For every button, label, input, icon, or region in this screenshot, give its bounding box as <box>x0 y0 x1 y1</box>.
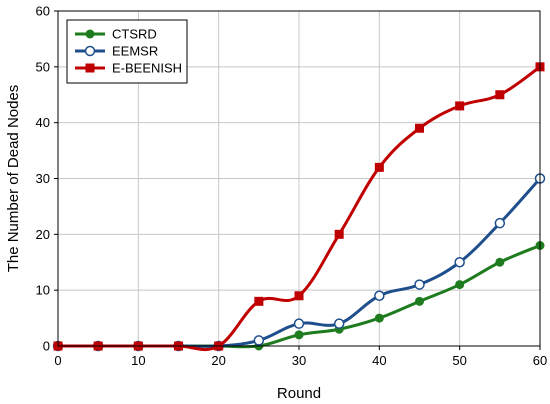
data-point-e-beenish <box>294 291 304 301</box>
y-tick-label: 40 <box>36 115 50 130</box>
data-point-ctsrd <box>294 330 304 340</box>
y-tick-label: 30 <box>36 171 50 186</box>
data-point-e-beenish <box>334 229 344 239</box>
data-point-e-beenish <box>495 90 505 100</box>
data-point-eemsr <box>333 318 345 329</box>
y-tick-label: 60 <box>36 4 50 19</box>
x-axis-title: Round <box>277 385 321 402</box>
legend-label: E-BEENISH <box>112 61 182 76</box>
y-axis-title: The Number of Dead Nodes <box>5 85 22 273</box>
data-point-ctsrd <box>374 313 384 323</box>
data-point-e-beenish <box>455 101 465 111</box>
legend-label: CTSRD <box>112 27 157 42</box>
y-axis-ticks: 0 10 20 30 40 50 60 <box>36 4 58 354</box>
x-tick-label: 0 <box>54 353 61 368</box>
data-point-eemsr <box>494 217 506 229</box>
y-tick-label: 0 <box>43 339 50 354</box>
x-tick-label: 60 <box>533 353 547 368</box>
data-point-eemsr <box>414 279 425 290</box>
data-point-eemsr <box>374 290 385 301</box>
data-point-e-beenish <box>254 296 264 306</box>
x-tick-label: 40 <box>372 353 386 368</box>
data-point-ctsrd <box>495 257 505 267</box>
x-tick-label: 50 <box>452 353 466 368</box>
x-tick-label: 10 <box>131 353 145 368</box>
data-point-eemsr <box>253 335 265 346</box>
x-axis-ticks: 0 10 20 30 40 50 60 <box>54 346 547 368</box>
data-point-eemsr <box>293 318 305 329</box>
legend-label: EEMSR <box>112 44 158 59</box>
data-point-e-beenish <box>415 123 424 133</box>
data-point-ctsrd <box>415 296 424 306</box>
y-tick-label: 20 <box>36 227 50 242</box>
data-point-e-beenish <box>374 162 384 172</box>
data-point-eemsr <box>454 257 465 268</box>
y-tick-label: 10 <box>36 283 50 298</box>
x-tick-label: 30 <box>292 353 306 368</box>
x-tick-label: 20 <box>211 353 225 368</box>
plot-frame <box>57 10 541 347</box>
legend-marker <box>84 45 96 57</box>
legend-marker <box>85 29 95 39</box>
data-point-ctsrd <box>455 280 465 290</box>
y-tick-label: 50 <box>36 59 50 74</box>
legend: CTSRD EEMSR E-BEENISH <box>66 19 188 84</box>
legend-marker <box>85 63 95 73</box>
